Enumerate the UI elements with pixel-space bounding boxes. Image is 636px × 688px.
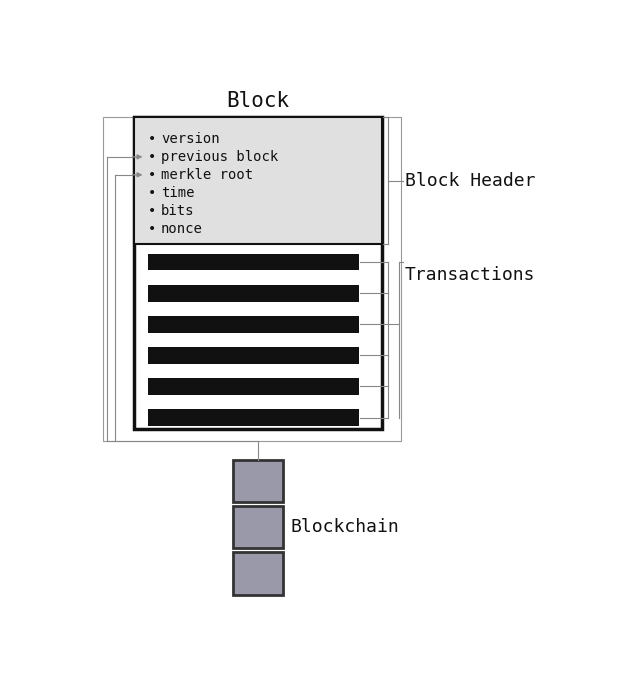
Text: •: • xyxy=(148,222,156,236)
Text: •: • xyxy=(148,168,156,182)
Bar xyxy=(233,506,283,548)
Bar xyxy=(148,285,359,301)
Text: version: version xyxy=(161,132,219,146)
Bar xyxy=(148,347,359,364)
Text: Block: Block xyxy=(226,91,289,111)
Bar xyxy=(134,117,382,429)
Bar xyxy=(148,409,359,426)
Text: nonce: nonce xyxy=(161,222,203,236)
Bar xyxy=(134,117,382,244)
Text: •: • xyxy=(148,132,156,146)
Text: •: • xyxy=(148,150,156,164)
Bar xyxy=(233,552,283,594)
Bar xyxy=(148,378,359,395)
Text: Block Header: Block Header xyxy=(405,172,536,190)
Text: merkle root: merkle root xyxy=(161,168,253,182)
Bar xyxy=(148,316,359,333)
Text: previous block: previous block xyxy=(161,150,278,164)
Bar xyxy=(233,460,283,502)
Text: Blockchain: Blockchain xyxy=(291,518,399,536)
Text: •: • xyxy=(148,204,156,218)
Bar xyxy=(103,117,401,440)
Text: •: • xyxy=(148,186,156,200)
Text: time: time xyxy=(161,186,195,200)
Text: Transactions: Transactions xyxy=(405,266,536,284)
Text: bits: bits xyxy=(161,204,195,218)
Bar xyxy=(148,253,359,270)
